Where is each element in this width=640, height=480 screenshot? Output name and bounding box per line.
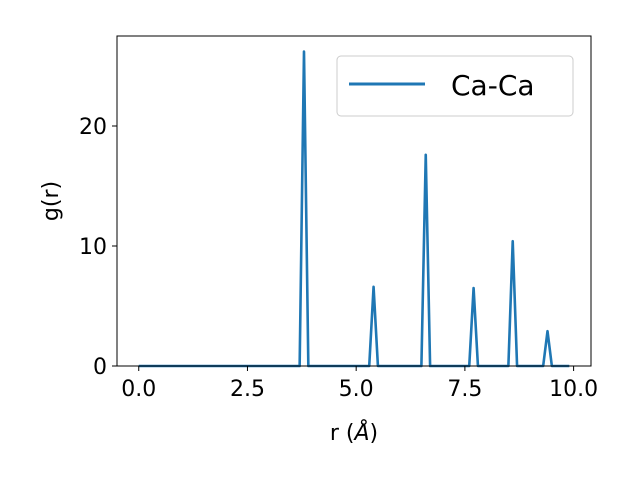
plot-frame — [116, 35, 592, 367]
x-axis-label: r (Å) — [330, 419, 378, 446]
y-tick-label: 0 — [93, 355, 107, 380]
legend-box — [336, 55, 574, 117]
x-tick-label: 0.0 — [121, 377, 156, 402]
x-tick-label: 10.0 — [549, 377, 598, 402]
y-tick-label: 20 — [79, 115, 107, 140]
y-axis-ticks: 0 10 20 — [79, 115, 117, 380]
x-tick-label: 7.5 — [447, 377, 482, 402]
x-tick-label: 2.5 — [230, 377, 265, 402]
legend: Ca-Ca — [336, 55, 574, 117]
x-axis-ticks: 0.0 2.5 5.0 7.5 10.0 — [121, 366, 598, 402]
legend-label-ca-ca: Ca-Ca — [451, 69, 535, 102]
y-axis-label: g(r) — [39, 181, 64, 221]
y-tick-label: 10 — [79, 235, 107, 260]
x-tick-label: 5.0 — [339, 377, 374, 402]
